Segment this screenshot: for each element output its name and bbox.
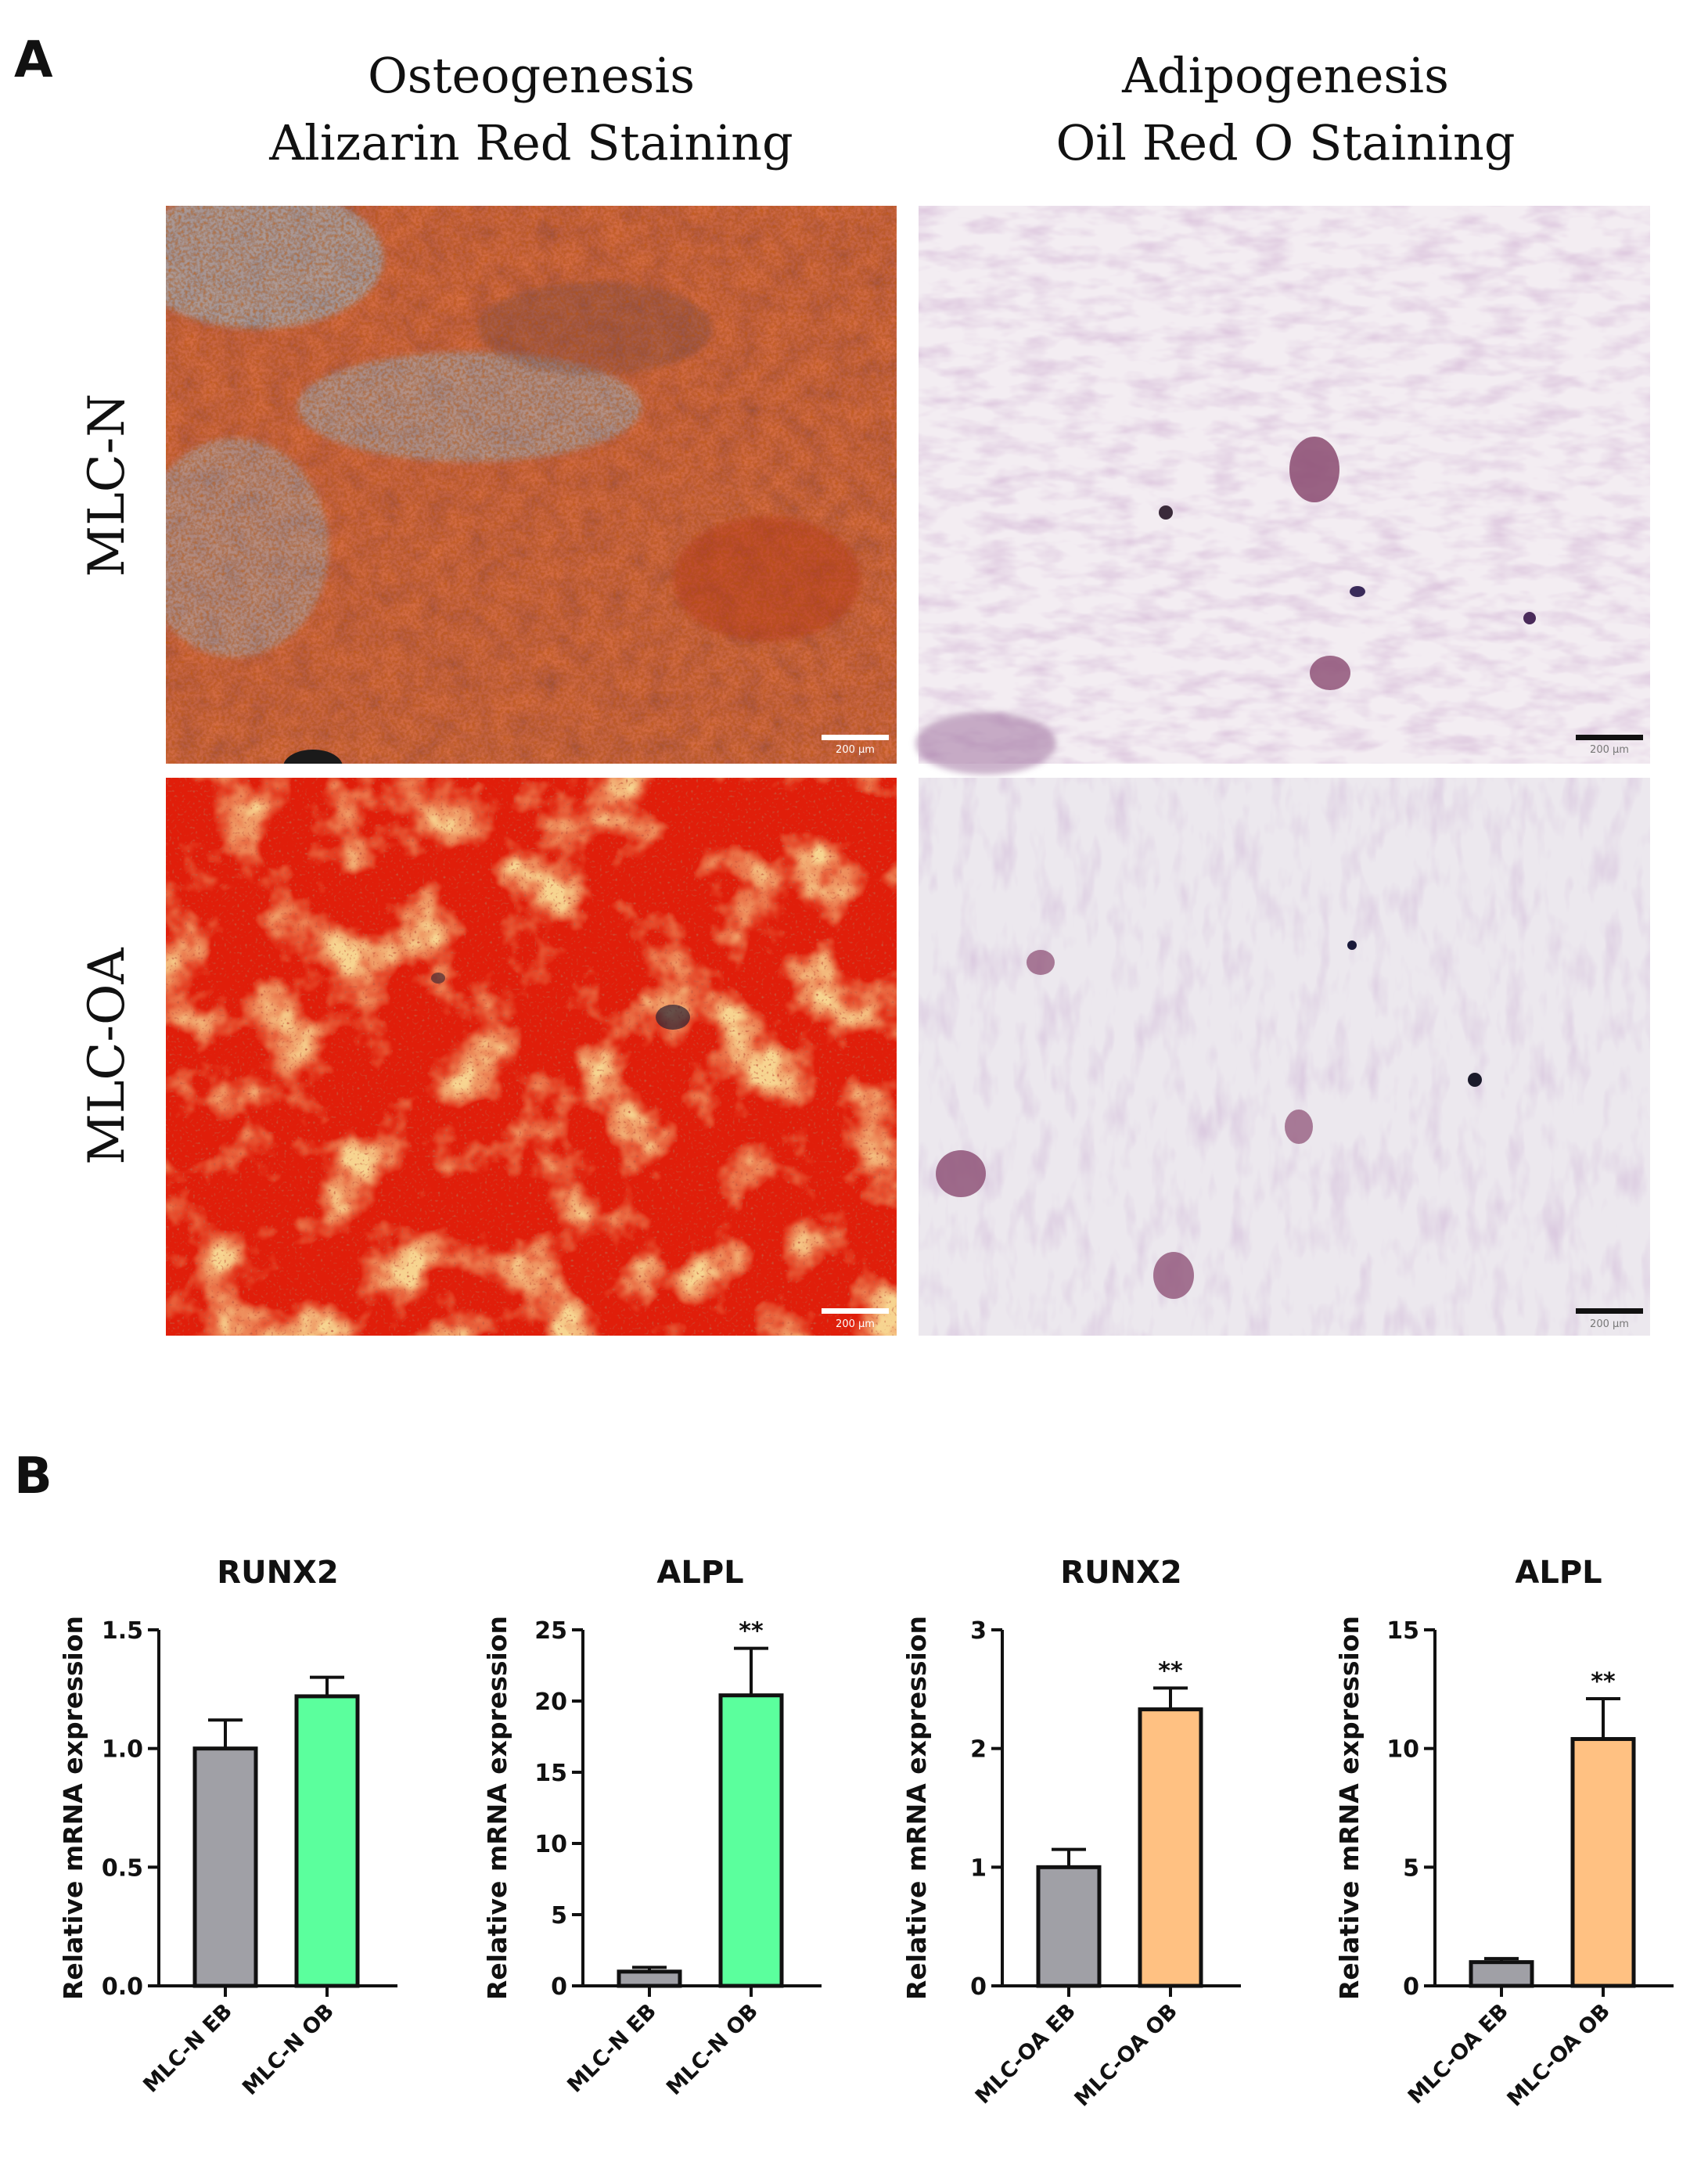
y-tick-label: 25 [534, 1617, 567, 1645]
significance-marker: ** [739, 1618, 764, 1645]
panel-label-a: A [14, 31, 53, 89]
scale-bar-label: 200 µm [836, 744, 875, 756]
bar [1138, 1707, 1203, 1988]
x-tick-label: MLC-N OB [238, 1999, 339, 2100]
y-tick-label: 3 [970, 1617, 987, 1645]
y-axis-label: Relative mRNA expression [482, 1616, 512, 2000]
column-heading-adipogenesis: Adipogenesis [1121, 47, 1449, 104]
x-tick-label: MLC-N OB [662, 1999, 763, 2100]
scale-bar-label: 200 µm [1590, 744, 1629, 756]
y-axis-label: Relative mRNA expression [58, 1616, 88, 2000]
scale-bar-mlc-oa-alizarin-red: 200 µm [822, 1308, 889, 1330]
scale-bar-mlc-oa-oil-red-o: 200 µm [1576, 1308, 1643, 1330]
chart-title: ALPL [656, 1555, 743, 1591]
y-tick-label: 20 [534, 1689, 567, 1716]
y-tick-label: 0 [551, 1973, 567, 2001]
scale-bar-label: 200 µm [836, 1318, 875, 1330]
y-axis-label: Relative mRNA expression [901, 1616, 932, 2000]
y-tick-label: 5 [551, 1902, 567, 1930]
y-tick-label: 0.5 [102, 1854, 143, 1882]
panel-b-charts: RUNX2 Relative mRNA expression 0.0 0.5 1.0 1.… [58, 1555, 1674, 2111]
y-tick-label: 15 [1386, 1617, 1419, 1645]
bar [718, 1693, 784, 1988]
bar [294, 1694, 360, 1988]
chart-title: RUNX2 [217, 1555, 338, 1591]
scale-bar-mlc-n-alizarin-red: 200 µm [822, 735, 889, 756]
x-tick-label: MLC-N EB [138, 1999, 237, 2098]
y-tick-label: 1 [970, 1854, 987, 1882]
x-tick-label: MLC-OA EB [1404, 1999, 1513, 2109]
bar [192, 1746, 258, 1988]
bar [1469, 1960, 1534, 1988]
y-tick-label: 0 [970, 1973, 987, 2001]
scale-bar-mlc-n-oil-red-o: 200 µm [1576, 735, 1643, 756]
y-tick-label: 0 [1403, 1973, 1419, 2001]
y-tick-label: 0.0 [102, 1973, 143, 2001]
scale-bar-label: 200 µm [1590, 1318, 1629, 1330]
y-tick-label: 10 [534, 1831, 567, 1858]
bar-chart-4: ALPL Relative mRNA expression 0 5 10 15 MLC-OA… [1334, 1555, 1674, 2111]
y-tick-label: 10 [1386, 1736, 1419, 1764]
y-tick-label: 2 [970, 1736, 987, 1764]
micrograph-mlc-oa-oil-red-o [919, 778, 1650, 1336]
y-tick-label: 15 [534, 1760, 567, 1787]
x-tick-label: MLC-N EB [563, 1999, 661, 2098]
micrograph-mlc-n-oil-red-o [915, 206, 1650, 775]
y-axis-label: Relative mRNA expression [1334, 1616, 1365, 2000]
bar [617, 1969, 682, 1988]
significance-marker: ** [1158, 1657, 1183, 1685]
chart-title: ALPL [1515, 1555, 1602, 1591]
chart-title: RUNX2 [1060, 1555, 1181, 1591]
micrograph-mlc-n-alizarin-red [166, 206, 897, 764]
y-tick-label: 1.0 [102, 1736, 143, 1764]
x-tick-label: MLC-OA EB [971, 1999, 1081, 2109]
y-tick-label: 5 [1403, 1854, 1419, 1882]
significance-marker: ** [1591, 1668, 1616, 1696]
row-label-mlc-oa: MLC-OA [78, 948, 136, 1165]
micrograph-mlc-oa-alizarin-red [166, 778, 897, 1336]
panel-label-b: B [14, 1448, 52, 1505]
column-heading-osteogenesis: Osteogenesis [368, 47, 695, 104]
x-tick-label: MLC-OA OB [1503, 1999, 1615, 2111]
y-tick-label: 1.5 [102, 1617, 143, 1645]
bar [1036, 1865, 1102, 1988]
row-label-mlc-n: MLC-N [78, 394, 136, 577]
bar-chart-1: RUNX2 Relative mRNA expression 0.0 0.5 1.0 1.… [58, 1555, 397, 2100]
column-heading-alizarin-red-staining: Alizarin Red Staining [268, 114, 793, 171]
bar-chart-3: RUNX2 Relative mRNA expression 0 1 2 3 MLC-OA … [901, 1555, 1241, 2111]
x-tick-label: MLC-OA OB [1070, 1999, 1182, 2111]
column-heading-oil-red-o-staining: Oil Red O Staining [1055, 114, 1515, 171]
bar [1570, 1737, 1636, 1988]
bar-chart-2: ALPL Relative mRNA expression 0 5 10 15 20 25 ML… [482, 1555, 822, 2100]
